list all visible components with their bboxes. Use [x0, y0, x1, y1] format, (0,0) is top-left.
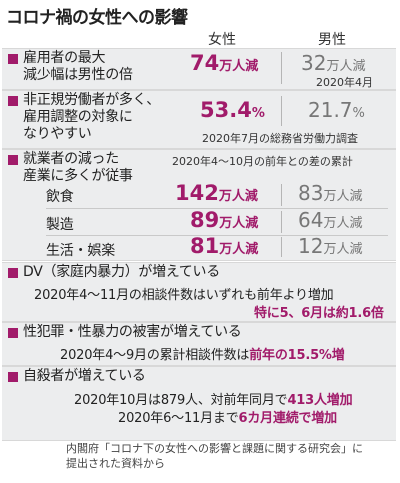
column-header-male: 男性: [318, 32, 346, 48]
suicide-line2: 2020年6～11月まで6カ月連続で増加: [118, 411, 337, 426]
sexual-violence-title: 性犯罪・性暴力の被害が増えている: [23, 324, 242, 340]
industry-label: 就業者の減った 産業に多くが従事: [23, 151, 133, 184]
industry-row-male: 64万人減: [298, 208, 363, 232]
industry-row-female: 81万人減: [190, 234, 259, 258]
nonregular-male-value: 21.7%: [308, 98, 365, 122]
industry-row-male: 12万人減: [298, 234, 363, 258]
divider: [281, 96, 282, 126]
industry-row-male: 83万人減: [298, 181, 363, 205]
divider: [281, 211, 282, 233]
employment-label: 雇用者の最大 減少幅は男性の倍: [23, 50, 133, 83]
panel-industry: [2, 149, 396, 261]
industry-row-name: 生活・娯楽: [46, 243, 115, 259]
employment-female-value: 74万人減: [190, 51, 259, 75]
bullet-square: [8, 268, 18, 278]
industry-row-name: 飲食: [46, 189, 74, 205]
sexual-violence-line1: 2020年4～9月の累計相談件数は前年の15.5%増: [60, 348, 345, 363]
row-divider: [46, 235, 388, 236]
nonregular-female-value: 53.4%: [200, 98, 265, 122]
divider: [281, 52, 282, 84]
bullet-square: [8, 372, 18, 382]
panel-suicide: [2, 366, 396, 441]
bullet-square: [8, 54, 18, 64]
employment-male-value: 32万人減: [301, 51, 366, 75]
dv-line1: 2020年4～11月の相談件数はいずれも前年より増加: [34, 288, 334, 303]
dv-line2: 特に5、6月は約1.6倍: [254, 306, 384, 321]
bullet-square: [8, 328, 18, 338]
divider: [281, 184, 282, 206]
industry-row-female: 142万人減: [175, 181, 258, 205]
source-note: 内閣府「コロナ下の女性への影響と課題に関する研究会」に 提出された資料から: [66, 442, 363, 470]
industry-row-name: 製造: [46, 217, 74, 233]
dv-title: DV（家庭内暴力）が増えている: [23, 264, 220, 280]
suicide-line1: 2020年10月は879人、対前年同月で413人増加: [74, 393, 353, 408]
nonregular-note: 2020年7月の総務省労働力調査: [202, 132, 358, 145]
industry-note: 2020年4～10月の前年との差の累計: [172, 155, 353, 168]
panel-nonregular: [2, 90, 396, 149]
page-title: コロナ禍の女性への影響: [6, 8, 188, 28]
panel-sexual-violence: [2, 322, 396, 366]
panel-dv: [2, 262, 396, 322]
industry-row-female: 89万人減: [190, 208, 259, 232]
column-header-female: 女性: [208, 32, 236, 48]
row-divider: [46, 208, 388, 209]
bullet-square: [8, 155, 18, 165]
suicide-title: 自殺者が増えている: [23, 368, 146, 384]
bullet-square: [8, 96, 18, 106]
divider: [281, 237, 282, 257]
employment-note: 2020年4月: [316, 76, 373, 89]
nonregular-label: 非正規労働者が多く、 雇用調整の対象に なりやすい: [23, 92, 160, 142]
panel-employment: [2, 48, 396, 90]
